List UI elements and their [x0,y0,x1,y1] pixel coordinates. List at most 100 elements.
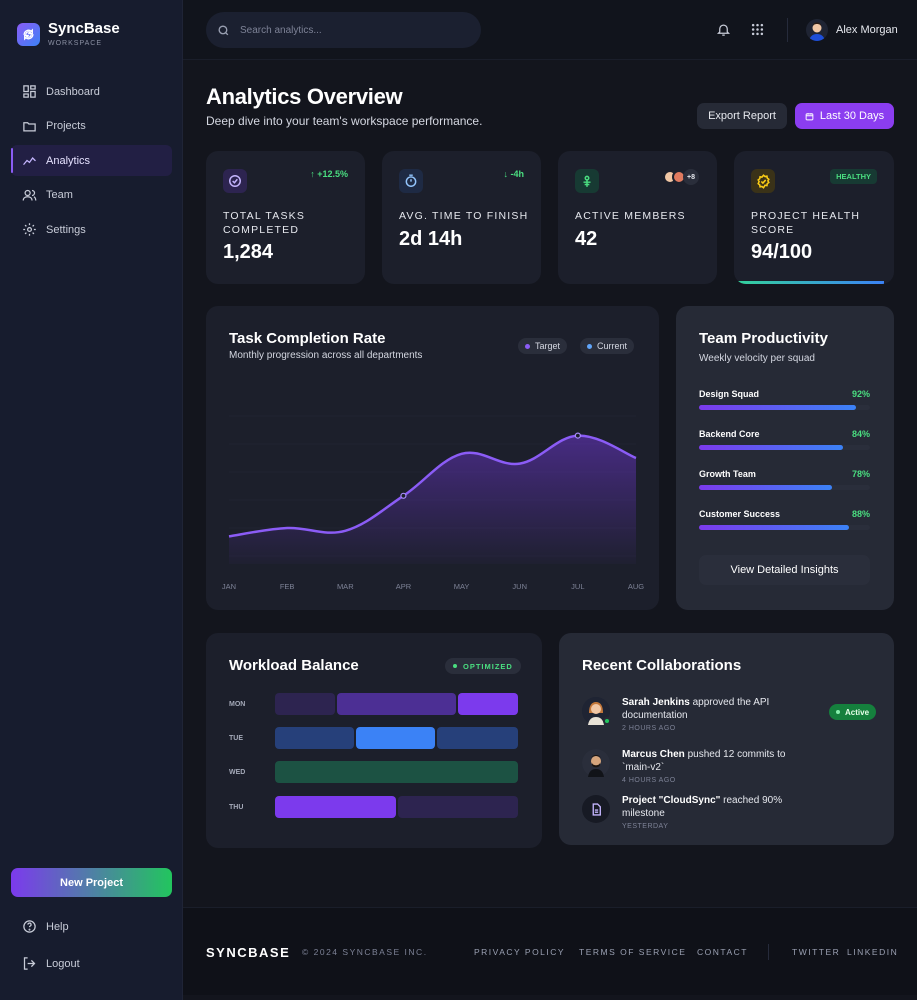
workload-segment[interactable] [336,693,457,715]
stat-card-members: +8 ACTIVE MEMBERS 42 [558,151,717,284]
chart-point[interactable] [574,432,581,439]
linkedin-link[interactable]: LINKEDIN [847,947,899,957]
apps-grid-icon[interactable] [750,22,765,37]
date-range-button[interactable]: Last 30 Days [795,103,894,129]
workload-segment[interactable] [275,761,518,783]
workload-segment[interactable] [458,693,518,715]
brand[interactable]: SyncBase WORKSPACE [17,21,120,47]
collab-actor: Sarah Jenkins [622,697,690,708]
collab-text: Project "CloudSync" reached 90% mileston… [622,795,812,820]
sidebar-item-label: Dashboard [46,85,100,98]
twitter-link[interactable]: TWITTER [792,947,841,957]
sidebar-item-team[interactable]: Team [11,180,172,211]
workload-row [275,693,518,715]
task-completion-card: Task Completion Rate Monthly progression… [206,306,659,610]
view-insights-button[interactable]: View Detailed Insights [699,555,870,585]
terms-of-service-link[interactable]: TERMS OF SERVICE [579,947,687,957]
x-tick-label: JAN [222,582,236,591]
squad-percent: 92% [851,389,870,399]
logout-label: Logout [46,957,80,970]
help-link[interactable]: Help [22,919,69,934]
progress-fill [699,485,833,490]
workload-segment[interactable] [355,727,435,749]
stat-card-time: ↓ -4h AVG. TIME TO FINISH 2d 14h [382,151,541,284]
workload-row [275,796,518,818]
squad-name: Design Squad [699,389,760,399]
legend-label: Target [535,341,561,351]
optimized-badge: OPTIMIZED [445,658,521,674]
user-name: Alex Morgan [836,24,898,36]
sidebar-item-settings[interactable]: Settings [11,214,172,245]
progress-track [699,525,870,530]
workload-segment[interactable] [275,796,396,818]
logout-link[interactable]: Logout [22,956,80,971]
legend-dot [525,343,530,349]
search-input[interactable] [240,24,460,36]
search-bar[interactable] [206,12,481,48]
workload-segment[interactable] [275,727,354,749]
legend-label: Current [597,341,628,351]
stopwatch-icon [399,169,423,193]
avatar [582,697,611,725]
sidebar-item-dashboard[interactable]: Dashboard [11,76,172,107]
collab-action: approved the API documentation [622,697,770,721]
sidebar-item-projects[interactable]: Projects [11,111,172,142]
stat-value: 42 [575,228,598,250]
workload-segment[interactable] [436,727,518,749]
stat-label: TOTAL TASKS COMPLETED [223,210,306,236]
x-tick-label: MAY [454,582,470,591]
workload-title: Workload Balance [229,657,359,674]
check-circle-icon [223,169,247,193]
collab-item[interactable]: Project "CloudSync" reached 90% mileston… [582,795,872,830]
legend-current[interactable]: Current [580,338,635,354]
legend-target[interactable]: Target [518,338,568,354]
search-icon [218,24,229,35]
collab-time: 4 HOURS AGO [622,777,676,784]
progress-track [699,445,870,450]
online-status-dot [603,717,611,725]
export-report-button[interactable]: Export Report [697,103,787,129]
sidebar-item-analytics[interactable]: Analytics [11,145,172,176]
brand-sub: WORKSPACE [48,40,102,47]
workload-card: Workload Balance OPTIMIZED MON TUE WED THU [206,633,542,848]
progress-track [699,485,870,490]
bell-icon[interactable] [716,22,731,37]
collab-item[interactable]: Sarah Jenkins approved the API documenta… [582,697,872,732]
stat-value: 2d 14h [399,228,463,250]
workload-segment[interactable] [397,796,518,818]
productivity-subtitle: Weekly velocity per squad [699,353,815,364]
badge-check-icon [751,169,775,193]
collab-actor: Project "CloudSync" [622,795,721,806]
completion-chart: JAN FEB MAR APR MAY JUN JUL AUG [222,415,644,591]
stat-value: 94/100 [751,241,813,263]
sidebar-item-label: Settings [46,223,86,236]
help-icon [23,920,36,933]
chart-area-current [229,435,636,564]
workload-day-label: THU [229,804,244,811]
brand-name: SyncBase [48,20,120,37]
productivity-row: Growth Team 78% [699,469,870,490]
productivity-row: Customer Success 88% [699,509,870,530]
contact-link[interactable]: CONTACT [697,947,748,957]
footer-divider [768,944,769,960]
x-tick-label: AUG [628,582,644,591]
productivity-title: Team Productivity [699,330,828,347]
member-overflow-count: +8 [683,169,699,185]
collab-actor: Marcus Chen [622,749,685,760]
dashboard-icon [23,85,36,98]
active-badge: Active [829,704,877,720]
user-menu[interactable]: Alex Morgan [806,19,898,41]
gear-icon [23,223,36,236]
workload-day-label: TUE [229,735,243,742]
chart-point[interactable] [400,492,407,499]
squad-percent: 78% [851,469,870,479]
avatar [806,19,828,41]
avatar [582,749,610,777]
sidebar-item-label: Projects [46,120,86,132]
chart-subtitle: Monthly progression across all departmen… [229,350,423,361]
workload-segment[interactable] [275,693,335,715]
privacy-policy-link[interactable]: PRIVACY POLICY [474,947,566,957]
collab-item[interactable]: Marcus Chen pushed 12 commits to `main-v… [582,749,872,784]
collab-time: 2 HOURS AGO [622,725,676,732]
new-project-button[interactable]: New Project [11,868,172,897]
